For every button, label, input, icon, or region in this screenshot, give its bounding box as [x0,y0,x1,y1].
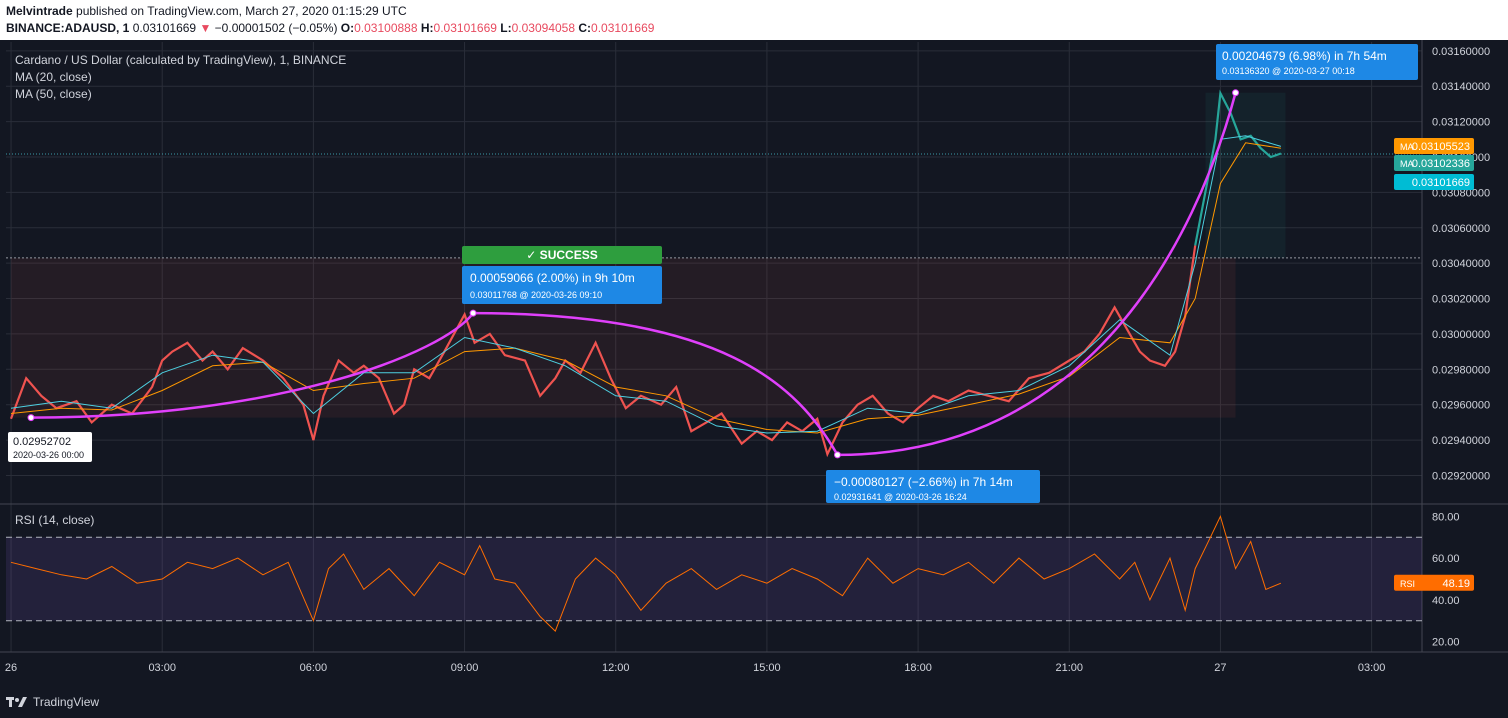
last-price: 0.03101669 [132,21,197,35]
ma20-axis-tag-value: 0.03102336 [1412,158,1470,170]
ma50-axis-tag-value: 0.03105523 [1412,141,1470,153]
price-tick-label: 0.03020000 [1432,294,1490,306]
success-badge [462,246,662,264]
measure3-label-box [1216,44,1418,80]
close-label: C: [578,21,592,35]
measure2-label-box [826,470,1040,503]
time-tick-label: 15:00 [753,662,781,674]
projection-curve-2 [473,311,839,456]
price-axis-tag-box [1394,174,1474,190]
tradingview-logo-icon [6,697,27,707]
anchor-point [1232,89,1240,97]
time-tick-label: 09:00 [451,662,479,674]
rsi-pane [6,506,1422,652]
price-tick-label: 0.03160000 [1432,46,1490,58]
close-value: 0.03101669 [591,21,655,35]
start-label-box [8,432,92,462]
time-tick-label: 27 [1214,662,1226,674]
publish-header: Melvintrade published on TradingView.com… [0,0,1508,40]
anchor-point [27,414,35,422]
time-tick-label: 06:00 [300,662,328,674]
measure1-label-text: 0.00059066 (2.00%) in 9h 10m [470,271,635,285]
time-tick-label: 21:00 [1055,662,1083,674]
ma50-axis-tag-box [1394,138,1474,154]
rsi-band [6,537,1422,621]
grid-lines [0,40,1508,653]
rsi-legend[interactable]: RSI (14, close) [15,513,94,527]
rsi-line [10,515,1282,632]
rsi-tick-label: 60.00 [1432,553,1460,565]
footer-brand[interactable]: TradingView [33,695,100,709]
annotation-labels: 0.02952702 2020-03-26 00:00 ✓ SUCCESS 0.000… [8,44,1474,591]
price-tick-label: 0.03140000 [1432,81,1490,93]
price-series-line-up [1194,89,1282,246]
price-tick-label: 0.02980000 [1432,364,1490,376]
time-tick-label: 18:00 [904,662,932,674]
chart-canvas[interactable]: 0.031600000.031400000.031200000.03100000… [0,40,1508,686]
time-tick-label: 03:00 [148,662,176,674]
success-badge-text: ✓ SUCCESS [526,248,597,262]
ma50-axis-tag-tag: MA [1400,142,1414,152]
time-axis: 26 03:00 06:00 09:00 12:00 15:00 18:00 21:00 27 0… [5,662,1385,674]
open-value: 0.03100888 [354,21,418,35]
author-name[interactable]: Melvintrade [6,4,73,18]
down-arrow-icon: ▼ [199,21,212,35]
start-label-date: 2020-03-26 00:00 [13,450,84,460]
price-axis-tag-value: 0.03101669 [1412,177,1470,189]
time-tick-label: 03:00 [1358,662,1386,674]
high-label: H: [420,21,434,35]
projection-curve-1 [31,312,475,419]
price-axis: 0.031600000.031400000.031200000.03100000… [1432,46,1490,483]
ma20-line [10,135,1282,434]
chart-title: Cardano / US Dollar (calculated by Tradi… [15,53,346,67]
price-tick-label: 0.03000000 [1432,329,1490,341]
ma20-axis-tag-tag: MA [1400,159,1414,169]
price-change: −0.00001502 (−0.05%) [214,21,338,35]
rsi-tick-label: 40.00 [1432,595,1460,607]
measure3-label-sub: 0.03136320 @ 2020-03-27 00:18 [1222,66,1355,76]
ma50-line [10,142,1281,434]
projection-curve-3 [837,92,1237,457]
time-tick-label: 12:00 [602,662,630,674]
measure1-label-box [462,266,662,304]
gain-range-shade [1205,92,1286,258]
rsi-axis-tag-value: 48.19 [1442,578,1470,590]
price-tick-label: 0.03060000 [1432,223,1490,235]
open-label: O: [340,21,355,35]
ohlc-line: BINANCE:ADAUSD, 1 0.03101669 ▼ −0.000015… [6,20,1502,37]
start-label-price: 0.02952702 [13,436,71,448]
publish-line: Melvintrade published on TradingView.com… [6,3,1502,20]
measure2-label-sub: 0.02931641 @ 2020-03-26 16:24 [834,492,967,502]
price-tick-label: 0.03120000 [1432,117,1490,129]
measure2-label-text: −0.00080127 (−2.66%) in 7h 14m [834,475,1013,489]
published-text: published on TradingView.com, March 27, … [76,4,407,18]
footer-bar: TradingView [0,686,1508,718]
price-tick-label: 0.02940000 [1432,435,1490,447]
price-tick-label: 0.03080000 [1432,187,1490,199]
price-tick-label: 0.02920000 [1432,470,1490,482]
rsi-axis: 80.00 60.00 40.00 20.00 [1432,511,1460,648]
rsi-axis-tag-box [1394,574,1474,591]
low-label: L: [500,21,512,35]
ma20-legend[interactable]: MA (20, close) [15,70,92,84]
symbol-label: BINANCE:ADAUSD, 1 [6,21,130,35]
measure3-label-text: 0.00204679 (6.98%) in 7h 54m [1222,49,1387,63]
price-tick-label: 0.03040000 [1432,258,1490,270]
low-value: 0.03094058 [511,21,576,35]
ma50-legend[interactable]: MA (50, close) [15,87,92,101]
rsi-tick-label: 20.00 [1432,637,1460,649]
rsi-tick-label: 80.00 [1432,511,1460,523]
anchor-point [469,309,477,317]
measure1-label-sub: 0.03011768 @ 2020-03-26 09:10 [470,290,602,300]
rsi-axis-tag-tag: RSI [1400,579,1415,589]
price-pane [6,42,1422,502]
ma20-axis-tag-box [1394,155,1474,171]
time-tick-label: 26 [5,662,17,674]
price-series-line [9,245,1197,458]
high-value: 0.03101669 [433,21,497,35]
price-tick-label: 0.02960000 [1432,400,1490,412]
anchor-point [833,451,841,459]
